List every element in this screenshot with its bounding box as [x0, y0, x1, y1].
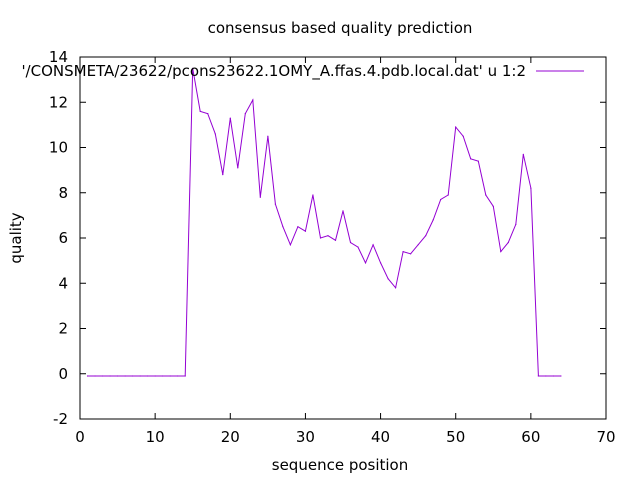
data-point: [440, 198, 442, 201]
data-point: [327, 235, 329, 237]
data-point: [312, 194, 314, 196]
data-point: [86, 375, 89, 377]
x-tick-label: 0: [75, 428, 85, 446]
data-point: [522, 153, 524, 155]
data-point: [530, 187, 532, 189]
x-axis-label: sequence position: [272, 456, 408, 474]
legend-label: '/CONSMETA/23622/pcons23622.1OMY_A.ffas.…: [21, 62, 526, 81]
data-point: [192, 67, 194, 69]
data-point: [357, 246, 359, 248]
legend: '/CONSMETA/23622/pcons23622.1OMY_A.ffas.…: [21, 62, 584, 81]
data-point: [267, 135, 269, 137]
y-tick-label: 6: [58, 229, 68, 247]
data-point: [552, 375, 555, 377]
plot-frame: [79, 56, 607, 420]
data-point: [154, 375, 156, 377]
data-point: [500, 250, 502, 253]
data-point: [109, 375, 111, 377]
data-point: [507, 241, 509, 244]
data-point: [417, 244, 419, 246]
data-point: [214, 133, 216, 135]
x-tick-label: 50: [446, 428, 465, 446]
data-point: [515, 223, 517, 226]
y-axis-label: quality: [7, 212, 25, 263]
data-point: [304, 230, 307, 232]
data-point: [237, 167, 239, 169]
data-point: [116, 375, 119, 377]
x-tick-label: 20: [221, 428, 240, 446]
data-point: [455, 126, 457, 128]
y-tick-label: 0: [58, 365, 68, 383]
data-point: [537, 375, 539, 377]
data-point: [447, 194, 449, 196]
data-point: [244, 112, 246, 115]
data-point: [425, 235, 427, 237]
data-point: [364, 262, 367, 264]
y-tick-label: 8: [58, 184, 68, 202]
data-point: [410, 253, 412, 255]
data-point: [169, 375, 171, 377]
x-tick-label: 60: [521, 428, 540, 446]
x-tick-label: 40: [371, 428, 390, 446]
data-point: [139, 375, 141, 377]
y-tick-label: 4: [58, 274, 68, 292]
data-point: [132, 375, 134, 377]
x-tick-label: 30: [296, 428, 315, 446]
data-point: [184, 375, 186, 377]
series-points: [86, 67, 562, 377]
data-point: [177, 375, 179, 377]
y-tick-label: 2: [58, 320, 68, 338]
data-point: [101, 375, 104, 377]
data-point: [349, 241, 352, 244]
data-point: [545, 375, 547, 377]
data-point: [274, 203, 276, 205]
data-point: [297, 226, 299, 228]
data-point: [334, 239, 337, 241]
data-point: [560, 375, 562, 377]
data-point: [395, 287, 397, 289]
data-point: [372, 244, 374, 246]
data-point: [470, 158, 472, 160]
x-tick-label: 70: [596, 428, 615, 446]
data-point: [207, 112, 209, 115]
x-tick-label: 10: [146, 428, 165, 446]
data-point: [319, 237, 322, 239]
chart-title: consensus based quality prediction: [208, 19, 473, 37]
data-point: [342, 210, 344, 212]
data-point: [289, 244, 291, 246]
data-point: [147, 375, 149, 377]
y-tick-label: 12: [49, 93, 68, 111]
data-point: [259, 196, 261, 198]
data-point: [124, 375, 126, 377]
y-tick-label: -2: [53, 410, 68, 428]
data-point: [432, 219, 434, 221]
data-point: [477, 160, 479, 162]
data-point: [485, 194, 487, 196]
data-point: [199, 110, 201, 112]
data-point: [492, 205, 494, 207]
data-point: [229, 117, 231, 119]
series-line: [87, 68, 561, 377]
data-point: [222, 174, 224, 176]
data-point: [387, 278, 389, 280]
data-point: [379, 262, 382, 264]
axes: 0 10 20 30 40 50 60 70 -2 0 2 4 6 8 10 12 14: [49, 48, 616, 446]
data-point: [162, 375, 164, 377]
y-tick-label: 10: [49, 139, 68, 157]
data-point: [402, 250, 404, 253]
data-point: [282, 226, 284, 228]
data-point: [462, 135, 464, 137]
y-tick-label: 14: [49, 48, 68, 66]
data-point: [252, 99, 254, 101]
data-point: [94, 375, 96, 377]
